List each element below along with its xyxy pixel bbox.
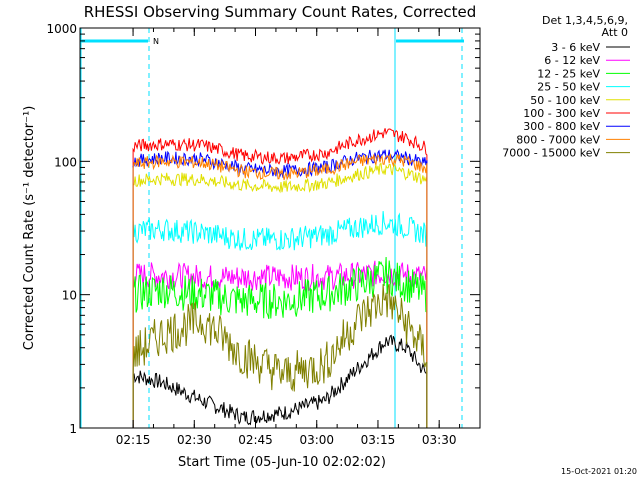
y-tick-label: 100 xyxy=(54,155,77,169)
chart-title: RHESSI Observing Summary Count Rates, Co… xyxy=(84,3,477,21)
legend-label-9: 7000 - 15000 keV xyxy=(502,147,600,160)
legend-label-5: 50 - 100 keV xyxy=(530,94,600,107)
legend-label-6: 100 - 300 keV xyxy=(523,107,600,120)
series-line-9 xyxy=(132,284,428,428)
x-tick-label: 02:15 xyxy=(116,433,151,447)
legend-header-line-2: Att 0 xyxy=(602,26,628,39)
y-tick-label: 1000 xyxy=(46,22,77,36)
series-line-4 xyxy=(132,211,428,428)
x-tick-label: 02:45 xyxy=(238,433,273,447)
axis-ticks: 02:15 02:30 02:45 03:00 03:15 03:30 1 10 100 1000 xyxy=(46,22,480,447)
series-line-5 xyxy=(132,162,428,428)
flag-label: N xyxy=(153,37,159,46)
legend-label-3: 12 - 25 keV xyxy=(537,67,600,80)
y-axis-label: Corrected Count Rate (s⁻¹ detector⁻¹) xyxy=(22,106,37,351)
legend-label-4: 25 - 50 keV xyxy=(537,81,600,94)
series-line-1 xyxy=(132,334,428,428)
x-tick-label: 02:30 xyxy=(177,433,212,447)
legend-label-7: 300 - 800 keV xyxy=(523,120,600,133)
plot-frame xyxy=(79,27,481,429)
legend-label-8: 800 - 7000 keV xyxy=(516,133,600,146)
legend-header-line-1: Det 1,3,4,5,6,9, xyxy=(542,14,628,27)
plot-area: N xyxy=(80,28,464,428)
x-axis-label: Start Time (05-Jun-10 02:02:02) xyxy=(178,455,386,470)
x-tick-label: 03:00 xyxy=(299,433,334,447)
legend-label-2: 6 - 12 keV xyxy=(544,54,600,67)
y-tick-label: 10 xyxy=(62,289,77,303)
series-line-6 xyxy=(132,128,428,428)
footer-timestamp: 15-Oct-2021 01:20 xyxy=(561,467,637,476)
x-tick-label: 03:15 xyxy=(361,433,396,447)
series-line-8 xyxy=(132,153,428,428)
series-line-3 xyxy=(132,256,428,428)
x-tick-label: 03:30 xyxy=(422,433,457,447)
legend-label-1: 3 - 6 keV xyxy=(551,41,600,54)
y-tick-label: 1 xyxy=(69,422,77,436)
series-line-2 xyxy=(132,260,428,428)
